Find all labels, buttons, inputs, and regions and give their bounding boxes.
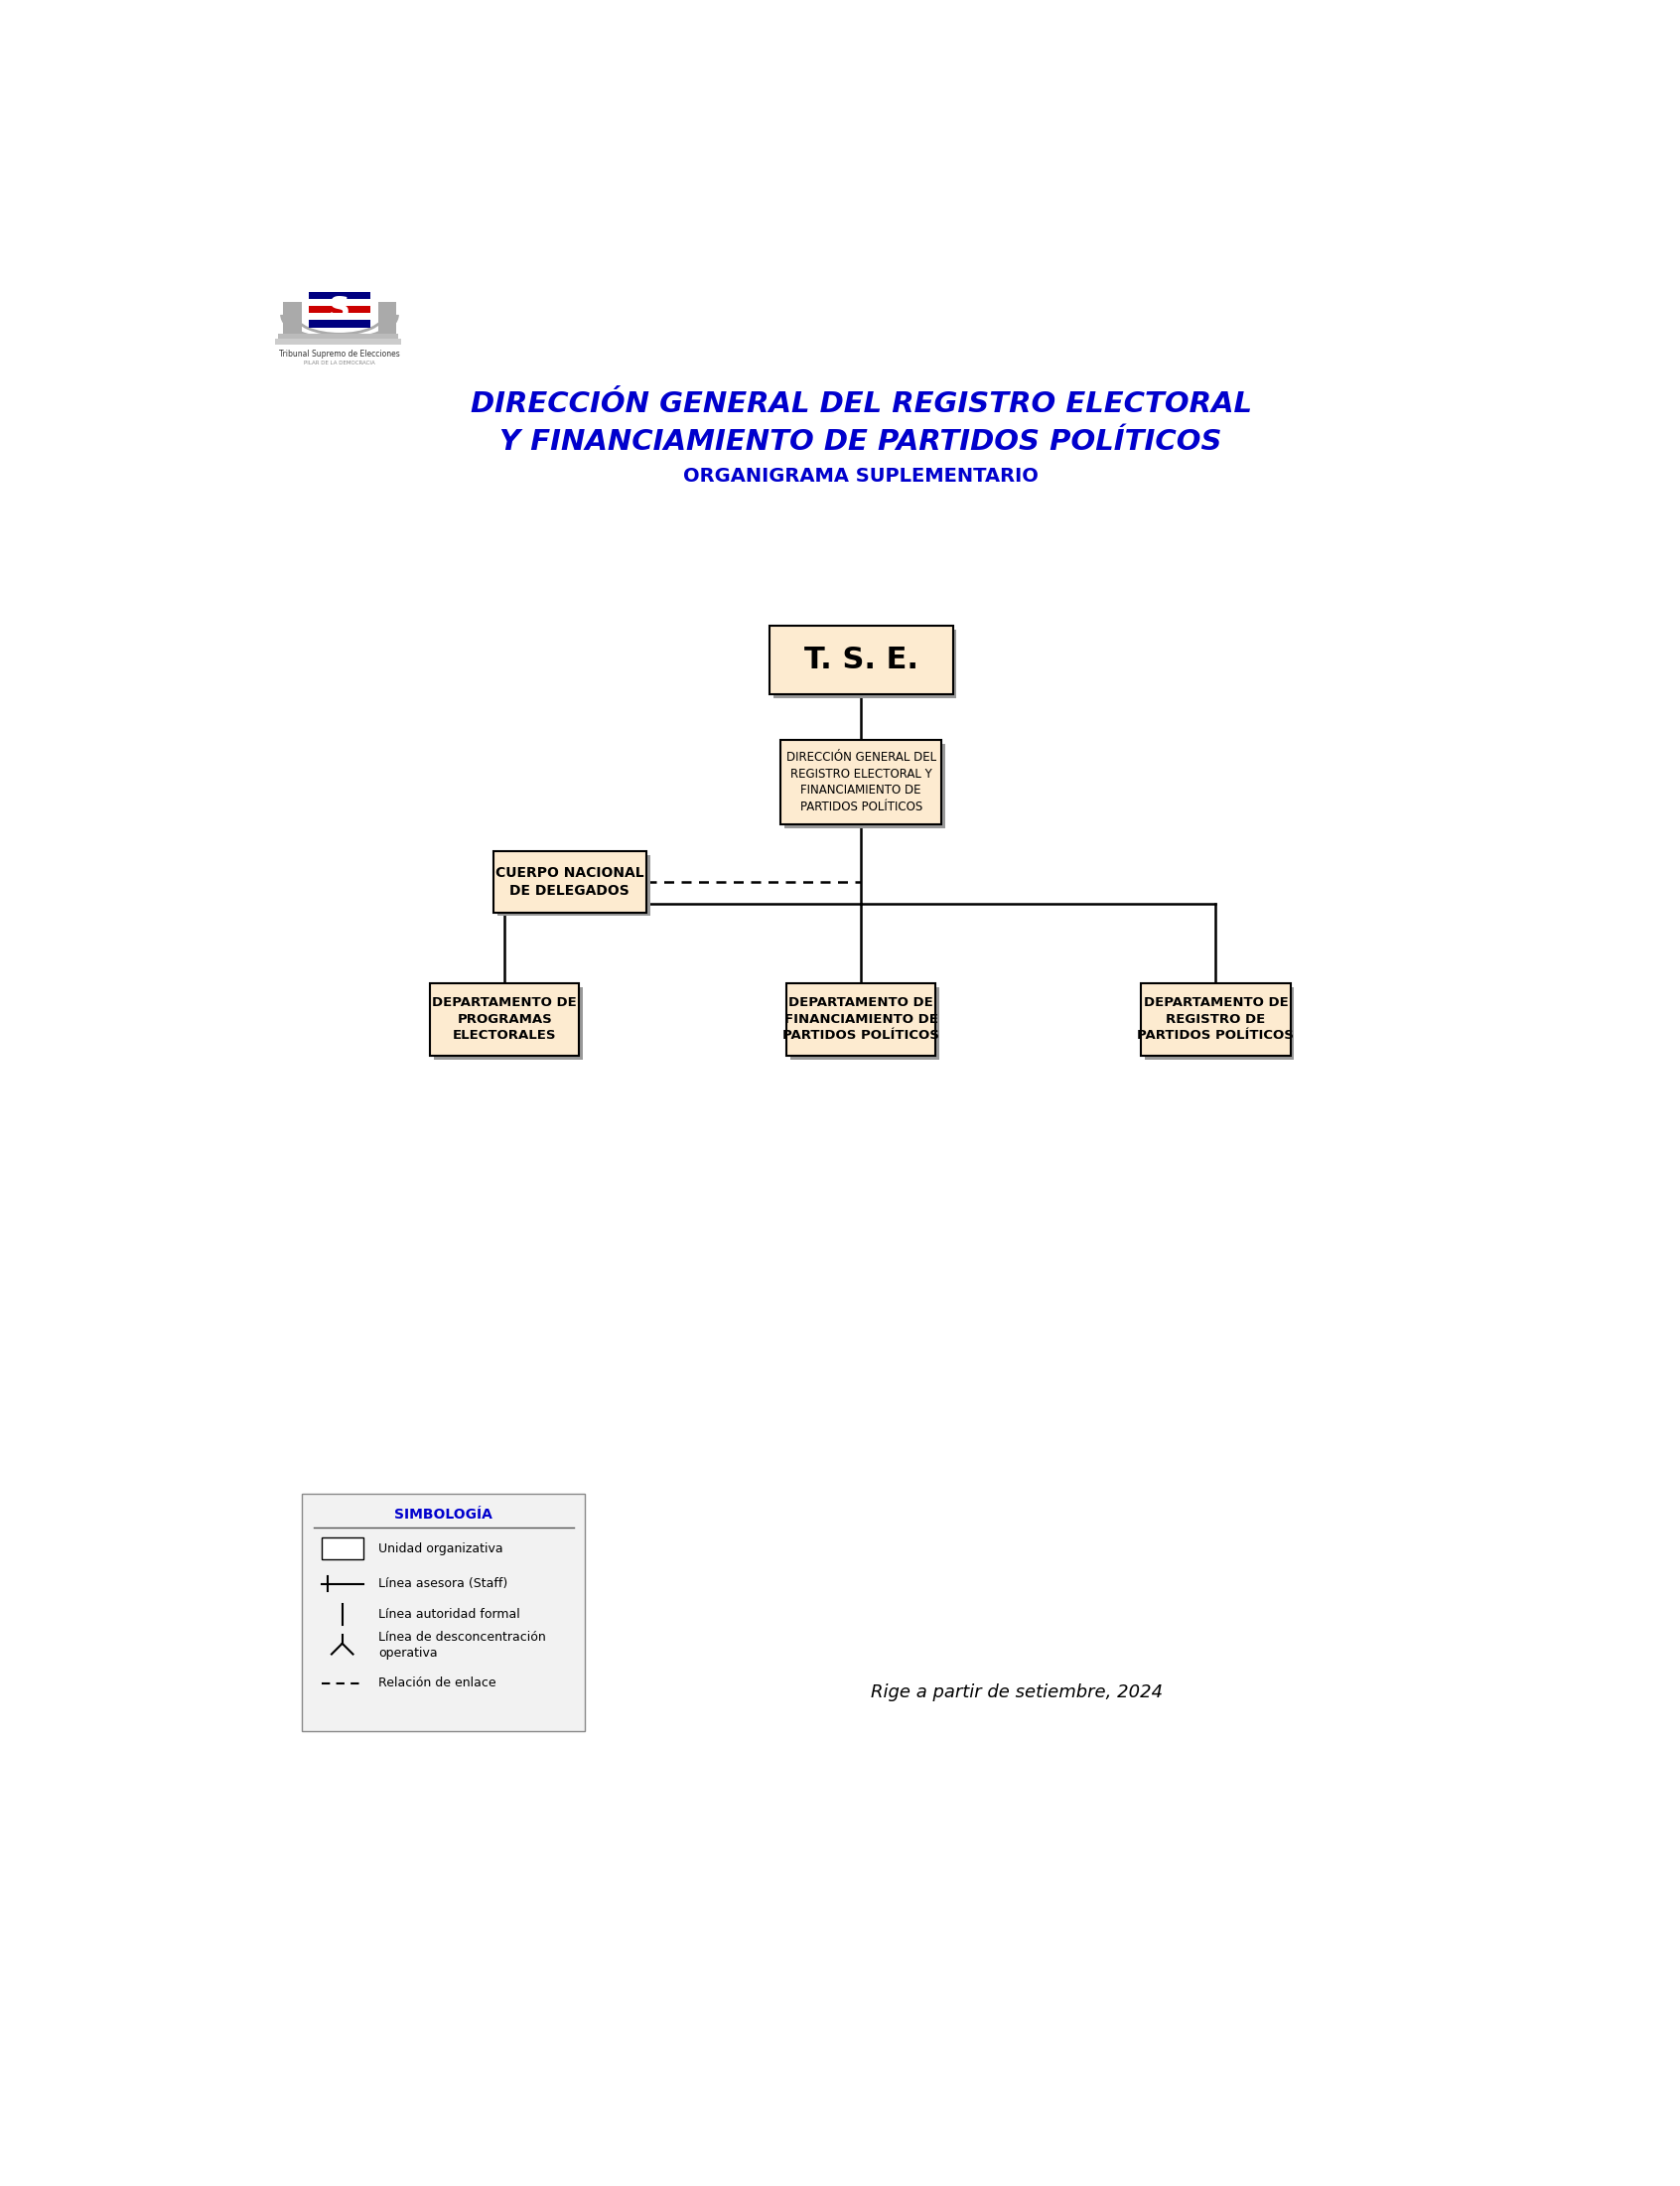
FancyBboxPatch shape [781,741,941,824]
Polygon shape [790,986,939,1060]
Bar [309,313,370,321]
Text: CUERPO NACIONAL
DE DELEGADOS: CUERPO NACIONAL DE DELEGADOS [496,866,643,898]
Text: T. S. E.: T. S. E. [805,645,917,675]
FancyBboxPatch shape [1141,984,1290,1056]
FancyBboxPatch shape [430,984,580,1056]
Text: Línea autoridad formal: Línea autoridad formal [378,1609,521,1620]
Text: DEPARTAMENTO DE
PROGRAMAS
ELECTORALES: DEPARTAMENTO DE PROGRAMAS ELECTORALES [432,997,578,1043]
Text: S: S [329,295,351,324]
Text: DEPARTAMENTO DE
FINANCIAMIENTO DE
PARTIDOS POLÍTICOS: DEPARTAMENTO DE FINANCIAMIENTO DE PARTID… [783,997,939,1043]
Polygon shape [1146,986,1294,1060]
FancyBboxPatch shape [302,1493,585,1731]
Text: SIMBOLOGÍA: SIMBOLOGÍA [395,1508,492,1521]
Bar [309,299,370,306]
Polygon shape [433,986,583,1060]
Bar [309,306,370,313]
Text: Línea de desconcentración
operativa: Línea de desconcentración operativa [378,1631,546,1659]
Polygon shape [497,855,650,916]
Text: Y FINANCIAMIENTO DE PARTIDOS POLÍTICOS: Y FINANCIAMIENTO DE PARTIDOS POLÍTICOS [501,428,1221,457]
Bar [378,302,396,337]
Polygon shape [773,630,956,697]
Text: DIRECCIÓN GENERAL DEL
REGISTRO ELECTORAL Y
FINANCIAMIENTO DE
PARTIDOS POLÍTICOS: DIRECCIÓN GENERAL DEL REGISTRO ELECTORAL… [786,752,936,813]
Text: Tribunal Supremo de Elecciones: Tribunal Supremo de Elecciones [279,350,400,359]
Text: Relación de enlace: Relación de enlace [378,1677,496,1690]
Bar [309,293,370,299]
Text: PILAR DE LA DEMOCRACIA: PILAR DE LA DEMOCRACIA [304,361,375,365]
FancyBboxPatch shape [769,625,953,695]
Bar [309,321,370,328]
Text: ORGANIGRAMA SUPLEMENTARIO: ORGANIGRAMA SUPLEMENTARIO [684,468,1038,485]
Bar [282,302,301,337]
Text: DEPARTAMENTO DE
REGISTRO DE
PARTIDOS POLÍTICOS: DEPARTAMENTO DE REGISTRO DE PARTIDOS POL… [1137,997,1294,1043]
Text: Línea asesora (Staff): Línea asesora (Staff) [378,1578,507,1589]
FancyBboxPatch shape [321,1539,363,1559]
Bar [279,334,398,341]
FancyBboxPatch shape [494,850,647,912]
Bar [276,339,402,345]
Text: Unidad organizativa: Unidad organizativa [378,1541,504,1554]
Polygon shape [785,743,946,828]
Text: Rige a partir de setiembre, 2024: Rige a partir de setiembre, 2024 [870,1683,1163,1701]
FancyBboxPatch shape [786,984,936,1056]
Text: DIRECCIÓN GENERAL DEL REGISTRO ELECTORAL: DIRECCIÓN GENERAL DEL REGISTRO ELECTORAL [470,389,1252,418]
